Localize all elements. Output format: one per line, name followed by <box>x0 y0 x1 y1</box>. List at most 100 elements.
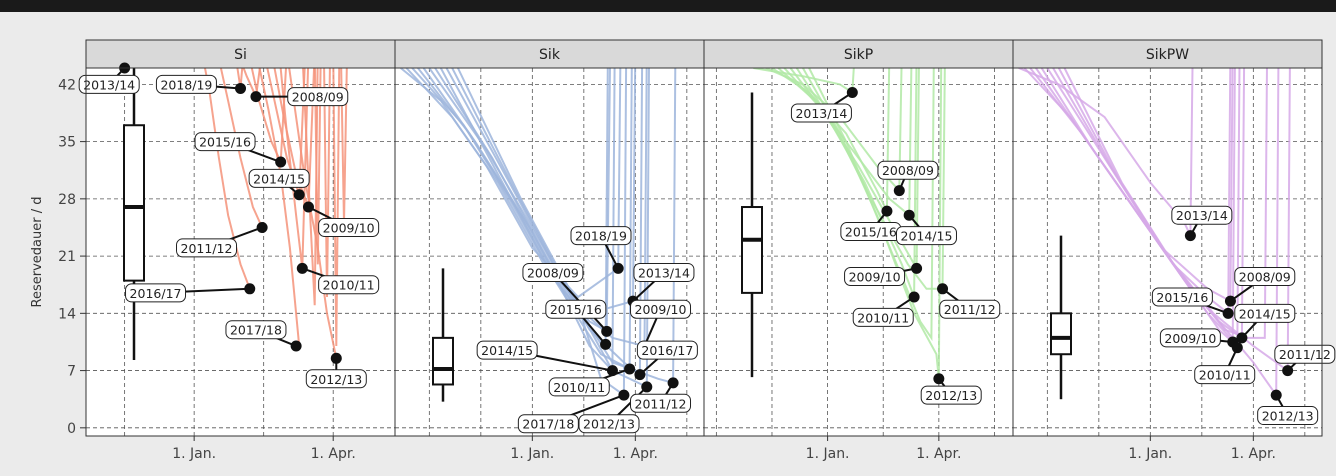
data-point <box>1231 342 1243 354</box>
data-point <box>600 338 612 350</box>
series-line <box>258 68 301 347</box>
point-label: 2009/10 <box>635 302 687 317</box>
point-label-box <box>895 226 957 246</box>
data-point <box>1222 307 1234 319</box>
point-label: 2009/10 <box>1164 331 1216 346</box>
point-label: 2012/13 <box>1262 409 1314 424</box>
data-point <box>624 363 636 375</box>
point-label: 2014/15 <box>253 171 305 186</box>
series-line <box>1063 68 1268 339</box>
point-label-box <box>578 414 640 434</box>
point-label: 2010/11 <box>323 278 375 293</box>
data-point <box>1270 389 1282 401</box>
point-label-box <box>1171 205 1233 225</box>
x-tick-label: 1. Apr. <box>916 446 961 462</box>
series-line <box>219 68 264 228</box>
data-point <box>911 262 923 274</box>
data-point <box>250 91 262 103</box>
y-tick-label: 14 <box>58 306 76 322</box>
point-label: 2008/09 <box>1239 270 1291 285</box>
point-label-box <box>570 226 632 246</box>
y-tick-label: 35 <box>58 135 76 151</box>
labeled-points: 2013/14 2008/09 2015/16 2014/15 2009/10 2010/… <box>1151 205 1336 426</box>
facet-title: Sik <box>539 47 561 63</box>
point-label: 2011/12 <box>635 396 687 411</box>
point-label-box <box>476 340 538 360</box>
series-lines <box>203 68 348 359</box>
data-point <box>667 377 679 389</box>
point-label: 2008/09 <box>527 265 579 280</box>
point-label-box <box>545 299 607 319</box>
point-label-box <box>877 160 939 180</box>
point-label-box <box>287 87 349 107</box>
point-label-box <box>125 283 187 303</box>
point-label: 2013/14 <box>638 265 690 280</box>
x-tick-label: 1. Apr. <box>311 446 356 462</box>
point-label-box <box>790 103 852 123</box>
data-point <box>256 221 268 233</box>
y-tick-label: 28 <box>58 192 76 208</box>
point-label: 2015/16 <box>1156 290 1208 305</box>
data-point <box>908 291 920 303</box>
series-line <box>250 68 287 163</box>
data-point <box>846 87 858 99</box>
point-label: 2011/12 <box>1279 347 1331 362</box>
point-label: 2009/10 <box>849 270 901 285</box>
data-point <box>244 283 256 295</box>
y-axis-title: Reservedauer / d <box>30 197 45 308</box>
point-label: 2010/11 <box>553 380 605 395</box>
panel-sik: Sik2018/192013/142008/092009/102015/1620… <box>394 39 705 462</box>
facet-title: SikPW <box>1146 47 1189 63</box>
point-label: 2010/11 <box>857 310 909 325</box>
point-label: 2018/19 <box>575 229 627 244</box>
data-point <box>903 209 915 221</box>
point-label-box <box>939 299 1001 319</box>
x-tick-label: 1. Jan. <box>172 446 216 462</box>
x-tick-label: 1. Jan. <box>1128 446 1172 462</box>
point-label-box <box>1234 267 1296 287</box>
data-point <box>290 340 302 352</box>
point-label-box <box>636 340 698 360</box>
data-point <box>618 389 630 401</box>
data-point <box>937 283 949 295</box>
panel-border <box>1012 67 1323 437</box>
data-point <box>235 82 246 94</box>
data-point <box>893 185 905 197</box>
series-line <box>323 68 331 298</box>
point-label-box <box>852 307 914 327</box>
point-label-box <box>155 74 217 94</box>
point-label-box <box>1194 365 1256 385</box>
point-label-box <box>1274 344 1336 364</box>
data-point <box>330 352 342 364</box>
x-tick-label: 1. Apr. <box>613 446 658 462</box>
box <box>1050 312 1072 356</box>
point-label: 2013/14 <box>83 77 135 92</box>
facet-title: Si <box>234 47 247 63</box>
facet-strip <box>703 39 1014 69</box>
x-tick-label: 1. Jan. <box>510 446 554 462</box>
point-label-box <box>517 414 579 434</box>
y-tick-label: 42 <box>58 77 76 93</box>
point-label-box <box>194 132 256 152</box>
series-line <box>236 68 244 89</box>
panel-si: Si 2013/14 2018/19 2008/09 2015/16 2014/15 200… <box>78 39 396 462</box>
data-point <box>1282 365 1294 377</box>
point-label-box <box>225 320 287 340</box>
point-label: 2014/15 <box>481 343 533 358</box>
boxplot <box>432 268 454 402</box>
data-point <box>601 325 613 337</box>
facet-strip <box>1012 39 1323 69</box>
point-label-box <box>630 299 692 319</box>
point-label: 2008/09 <box>292 90 344 105</box>
point-label-box <box>630 393 692 413</box>
point-label: 2018/19 <box>160 77 212 92</box>
point-label-box <box>1151 287 1213 307</box>
point-label: 2010/11 <box>1199 368 1251 383</box>
point-label: 2017/18 <box>522 417 574 432</box>
data-point <box>296 262 308 274</box>
x-tick-label: 1. Apr. <box>1231 446 1276 462</box>
y-tick-label: 7 <box>67 364 76 380</box>
labeled-points: 2018/19 2013/14 2008/09 2009/10 2015/16 2016/… <box>476 226 698 434</box>
point-label: 2017/18 <box>230 323 282 338</box>
series-line <box>451 68 650 389</box>
